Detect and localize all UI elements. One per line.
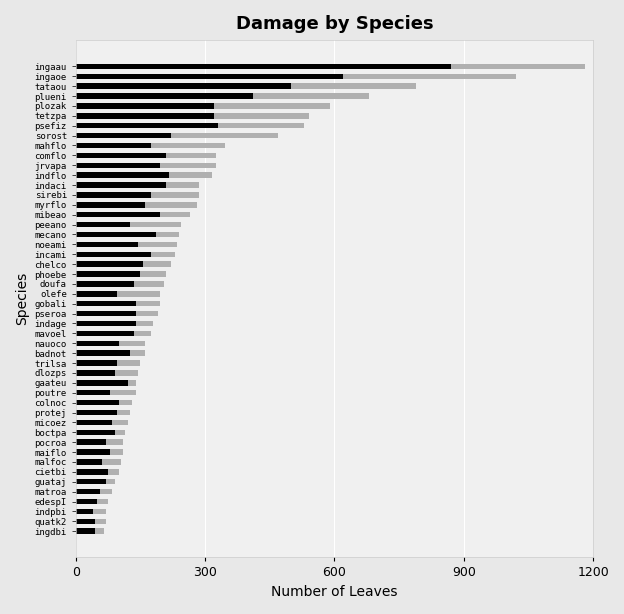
- Bar: [130, 351, 145, 356]
- Bar: [76, 113, 214, 119]
- Bar: [167, 182, 198, 188]
- Bar: [76, 192, 151, 198]
- Bar: [76, 212, 160, 217]
- Bar: [110, 390, 136, 395]
- Bar: [76, 153, 167, 158]
- Bar: [97, 499, 108, 504]
- Bar: [76, 380, 127, 386]
- Bar: [76, 64, 451, 69]
- Bar: [76, 202, 145, 208]
- Bar: [139, 242, 177, 247]
- Bar: [76, 123, 218, 128]
- Bar: [119, 400, 132, 405]
- Bar: [134, 331, 151, 336]
- Bar: [76, 301, 136, 306]
- Bar: [115, 430, 125, 435]
- Bar: [76, 84, 291, 89]
- Bar: [76, 271, 140, 277]
- Bar: [343, 74, 515, 79]
- Bar: [76, 182, 167, 188]
- Bar: [95, 529, 104, 534]
- Bar: [136, 301, 160, 306]
- Bar: [136, 311, 158, 316]
- Bar: [145, 202, 197, 208]
- Bar: [134, 281, 164, 287]
- Bar: [451, 64, 585, 69]
- Bar: [76, 222, 130, 227]
- Bar: [160, 163, 216, 168]
- Bar: [76, 133, 171, 138]
- Bar: [108, 469, 119, 475]
- Bar: [76, 440, 106, 445]
- Bar: [76, 252, 151, 257]
- Bar: [76, 459, 102, 465]
- Bar: [76, 142, 151, 148]
- Bar: [151, 252, 175, 257]
- Bar: [117, 291, 160, 297]
- Bar: [112, 420, 127, 425]
- Bar: [167, 153, 216, 158]
- Bar: [119, 341, 145, 346]
- Bar: [95, 519, 106, 524]
- Bar: [93, 508, 106, 514]
- Bar: [76, 410, 117, 415]
- Bar: [143, 262, 171, 267]
- Bar: [140, 271, 167, 277]
- Y-axis label: Species: Species: [15, 272, 29, 325]
- Bar: [76, 173, 168, 178]
- Bar: [151, 192, 198, 198]
- Bar: [76, 341, 119, 346]
- Bar: [76, 370, 115, 376]
- Bar: [76, 449, 110, 455]
- Bar: [130, 222, 182, 227]
- Bar: [76, 420, 112, 425]
- Bar: [76, 390, 110, 395]
- Bar: [76, 529, 95, 534]
- Bar: [106, 440, 124, 445]
- Bar: [76, 262, 143, 267]
- Bar: [76, 351, 130, 356]
- Bar: [136, 321, 154, 326]
- Bar: [171, 133, 278, 138]
- Bar: [76, 163, 160, 168]
- Bar: [218, 123, 305, 128]
- Bar: [76, 430, 115, 435]
- Bar: [76, 291, 117, 297]
- Bar: [76, 281, 134, 287]
- Bar: [76, 242, 139, 247]
- Bar: [76, 231, 155, 237]
- Bar: [155, 231, 179, 237]
- Bar: [160, 212, 190, 217]
- Bar: [76, 331, 134, 336]
- Bar: [110, 449, 124, 455]
- Bar: [76, 400, 119, 405]
- Bar: [76, 479, 106, 484]
- Bar: [76, 519, 95, 524]
- Bar: [76, 103, 214, 109]
- Bar: [253, 93, 369, 99]
- Bar: [76, 93, 253, 99]
- Bar: [117, 360, 140, 366]
- Bar: [76, 311, 136, 316]
- Title: Damage by Species: Damage by Species: [236, 15, 433, 33]
- X-axis label: Number of Leaves: Number of Leaves: [271, 585, 397, 599]
- Bar: [76, 360, 117, 366]
- Bar: [76, 499, 97, 504]
- Bar: [76, 469, 108, 475]
- Bar: [106, 479, 115, 484]
- Bar: [76, 508, 93, 514]
- Bar: [168, 173, 212, 178]
- Bar: [214, 103, 330, 109]
- Bar: [127, 380, 136, 386]
- Bar: [151, 142, 225, 148]
- Bar: [100, 489, 112, 494]
- Bar: [76, 321, 136, 326]
- Bar: [102, 459, 121, 465]
- Bar: [117, 410, 130, 415]
- Bar: [291, 84, 416, 89]
- Bar: [115, 370, 139, 376]
- Bar: [76, 489, 100, 494]
- Bar: [76, 74, 343, 79]
- Bar: [214, 113, 309, 119]
